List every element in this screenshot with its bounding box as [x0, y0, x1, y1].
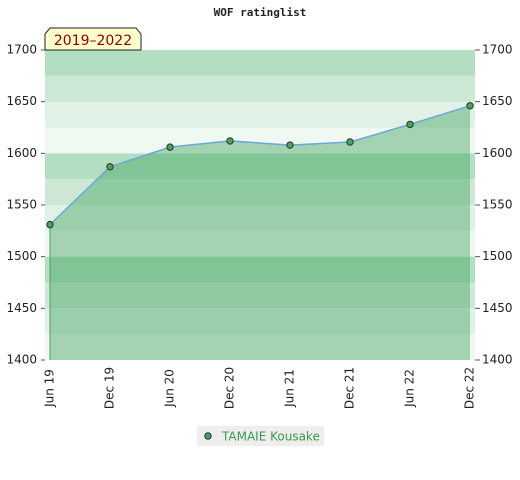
y2-tick-label: 1450 — [482, 301, 513, 315]
y-tick-label: 1450 — [6, 301, 37, 315]
y2-tick-label: 1550 — [482, 198, 513, 212]
x-tick-label: Dec 21 — [343, 367, 357, 409]
x-tick-label: Dec 22 — [463, 367, 477, 409]
background-band — [45, 75, 475, 102]
annotation: 2019–2022 — [54, 33, 132, 49]
legend-marker — [204, 432, 212, 440]
x-tick-label: Jun 22 — [403, 369, 417, 408]
y-tick-label: 1600 — [6, 146, 37, 160]
x-tick-label: Dec 19 — [103, 367, 117, 409]
background-band — [45, 256, 475, 283]
line — [49, 105, 471, 226]
point — [406, 120, 414, 129]
background-band — [45, 282, 475, 309]
background-band — [45, 205, 475, 231]
y2-tick-label: 1400 — [482, 353, 513, 367]
background-band — [45, 334, 475, 360]
point — [46, 220, 54, 229]
y-tick-label: 1400 — [6, 353, 37, 367]
background-band — [45, 179, 475, 205]
y-tick-label: 1700 — [6, 43, 37, 57]
background-band — [45, 308, 475, 335]
y-tick-label: 1500 — [6, 249, 37, 263]
y-tick-label: 1650 — [6, 94, 37, 108]
x-tick-label: Jun 20 — [163, 369, 177, 408]
y2-tick-label: 1600 — [482, 146, 513, 160]
y2-tick-label: 1700 — [482, 43, 513, 57]
background-band — [45, 153, 475, 180]
legend-label: TAMAIE Kousake — [221, 430, 320, 444]
y2-tick-label: 1500 — [482, 249, 513, 263]
y2-tick-label: 1650 — [482, 94, 513, 108]
point — [466, 102, 474, 110]
annotation-box — [44, 27, 142, 51]
chart-title: WOF ratinglist — [214, 6, 307, 19]
point — [166, 143, 174, 151]
point — [226, 137, 234, 145]
point — [346, 138, 354, 146]
background-band — [45, 127, 475, 154]
background-band — [45, 101, 475, 128]
y-tick-label: 1550 — [6, 198, 37, 212]
x-tick-label: Dec 20 — [223, 367, 237, 409]
legend-box — [197, 426, 324, 446]
point — [106, 163, 114, 171]
background-band — [45, 230, 475, 257]
x-tick-label: Jun 19 — [43, 369, 57, 408]
area — [50, 105, 470, 360]
x-tick-label: Jun 21 — [283, 369, 297, 408]
point — [286, 141, 294, 149]
background-band — [45, 50, 475, 76]
